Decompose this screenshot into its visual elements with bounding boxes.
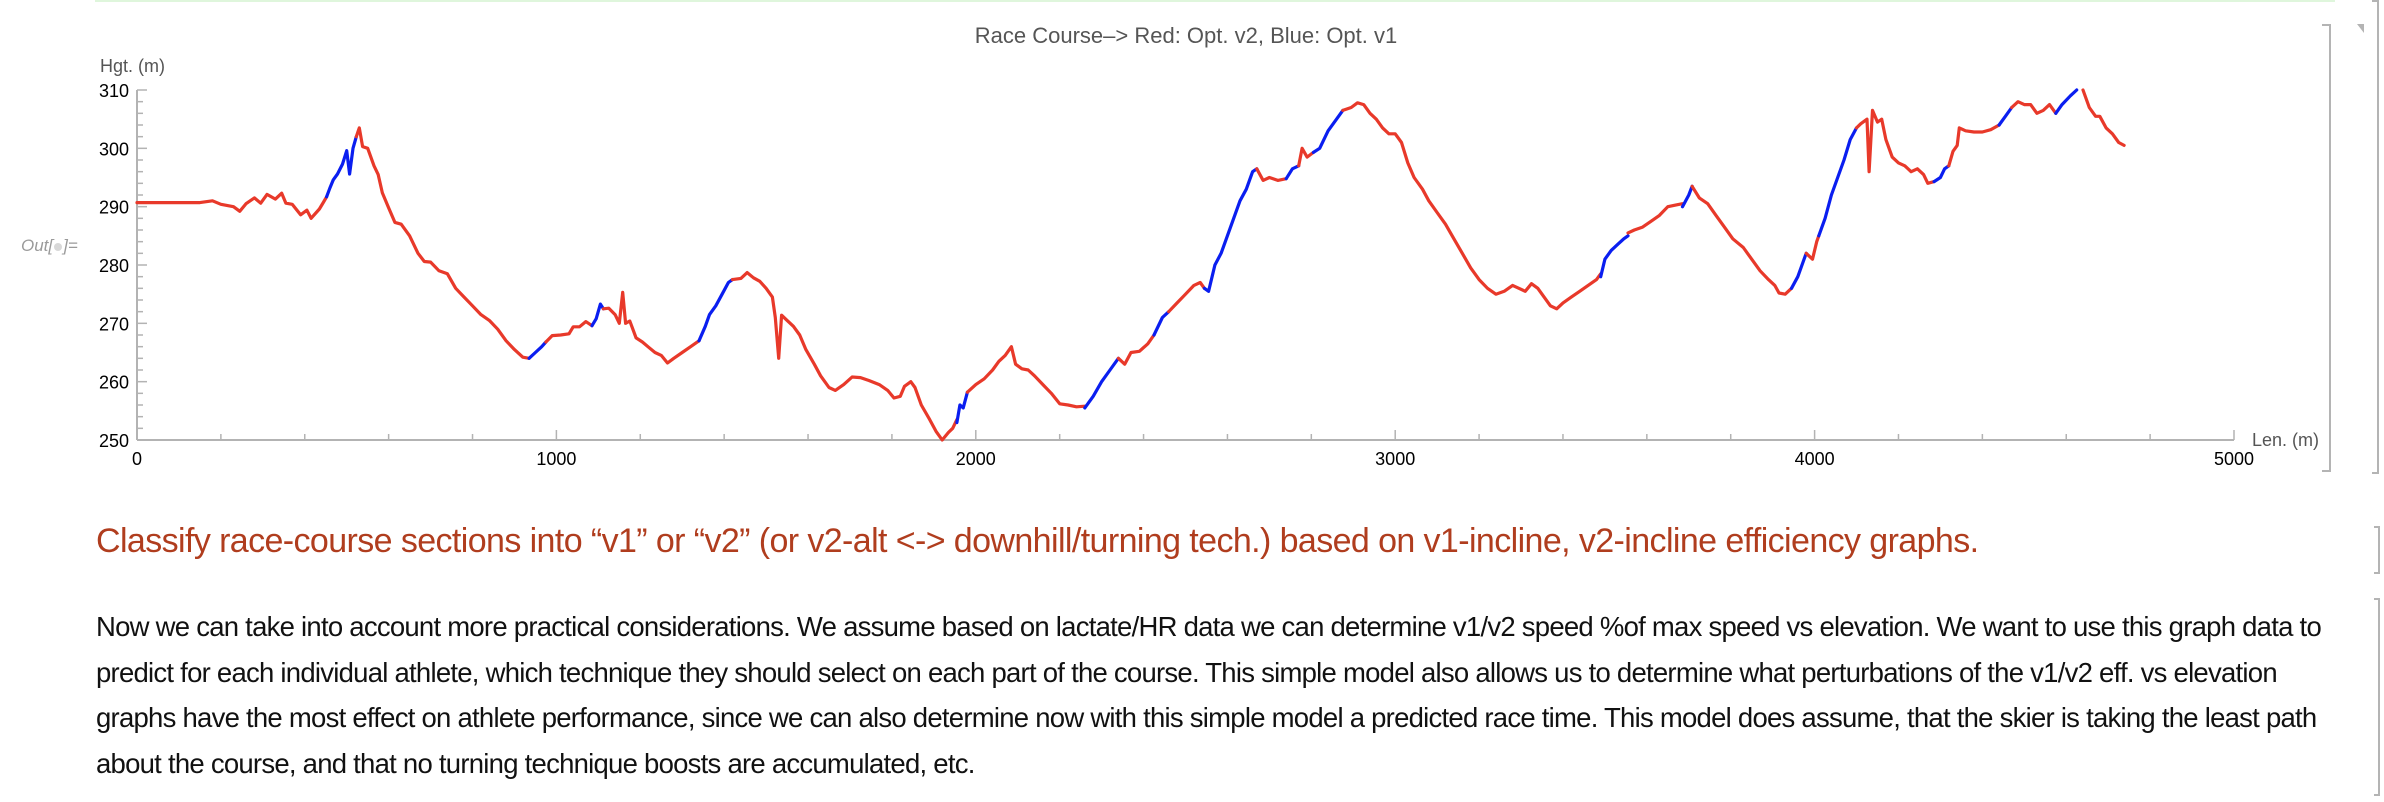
- segment-v2: [601, 290, 701, 365]
- output-cell-label: Out[]=: [21, 236, 78, 255]
- segment-v2: [1297, 146, 1315, 168]
- segment-v2: [1116, 333, 1156, 366]
- segment-v2: [1947, 123, 2001, 168]
- cell-group-bracket[interactable]: [2372, 0, 2379, 474]
- segment-v1: [1997, 105, 2014, 127]
- segment-v1: [1083, 356, 1120, 410]
- segment-v1: [1817, 126, 1859, 238]
- segment-v1: [1599, 234, 1630, 279]
- segment-v2: [354, 126, 531, 360]
- y-tick-label: 280: [99, 256, 129, 276]
- axes: 0 1000 2000 3000 4000 5000 250 260 270 280 290 300 3…: [99, 81, 2254, 469]
- segment-v1: [1680, 184, 1694, 209]
- profile-series: [135, 88, 2126, 442]
- segment-v1: [1152, 310, 1171, 337]
- segment-v1: [590, 302, 605, 328]
- section-heading: Classify race-course sections into “v1” …: [96, 522, 1979, 560]
- y-tick-label: 250: [99, 431, 129, 451]
- segment-v2: [135, 191, 329, 220]
- y-tick-label: 310: [99, 81, 129, 101]
- segment-v2: [544, 320, 594, 344]
- segment-v2: [730, 271, 959, 442]
- segment-v2: [1167, 280, 1206, 314]
- segment-v1: [1311, 108, 1345, 154]
- x-axis-label: Len. (m): [2252, 430, 2319, 450]
- segment-v1: [1202, 167, 1259, 293]
- cell-bracket-heading[interactable]: [2374, 526, 2380, 574]
- x-tick-label: 1000: [536, 449, 576, 469]
- y-tick-label: 300: [99, 139, 129, 159]
- x-tick-label: 5000: [2214, 449, 2254, 469]
- segment-v2: [1255, 167, 1288, 182]
- y-tick-label: 270: [99, 314, 129, 334]
- cell-top-divider: [95, 0, 2335, 2]
- x-tick-label: 3000: [1375, 449, 1415, 469]
- segment-v1: [1284, 164, 1301, 181]
- segment-v1: [527, 340, 548, 360]
- segment-v2: [1626, 202, 1685, 235]
- segment-v1: [2054, 88, 2079, 115]
- cell-bracket-output[interactable]: [2322, 24, 2331, 472]
- y-axis-label: Hgt. (m): [100, 56, 165, 76]
- segment-v1: [955, 390, 969, 425]
- x-tick-label: 4000: [1795, 449, 1835, 469]
- output-dot-icon: [54, 242, 63, 251]
- segment-v1: [1789, 251, 1808, 290]
- y-tick-label: 260: [99, 373, 129, 393]
- segment-v2: [1854, 108, 1936, 185]
- segment-v2: [1804, 234, 1821, 261]
- cell-bracket-text[interactable]: [2374, 598, 2380, 796]
- x-tick-label: 2000: [956, 449, 996, 469]
- segment-v1: [697, 278, 735, 343]
- segment-v2: [2081, 88, 2126, 147]
- body-paragraph: Now we can take into account more practi…: [96, 611, 2322, 779]
- x-tick-label: 0: [132, 449, 142, 469]
- y-tick-label: 290: [99, 198, 129, 218]
- segment-v2: [1341, 101, 1603, 311]
- cell-collapse-arrow-icon[interactable]: [2357, 24, 2364, 33]
- segment-v2: [965, 345, 1087, 409]
- segment-v1: [1932, 164, 1951, 184]
- segment-v2: [2010, 100, 2058, 115]
- chart-title: Race Course–> Red: Opt. v2, Blue: Opt. v…: [975, 23, 1398, 48]
- segment-v1: [325, 135, 358, 199]
- elevation-chart: Race Course–> Red: Opt. v2, Blue: Opt. v…: [99, 23, 2319, 469]
- segment-v2: [1690, 184, 1794, 296]
